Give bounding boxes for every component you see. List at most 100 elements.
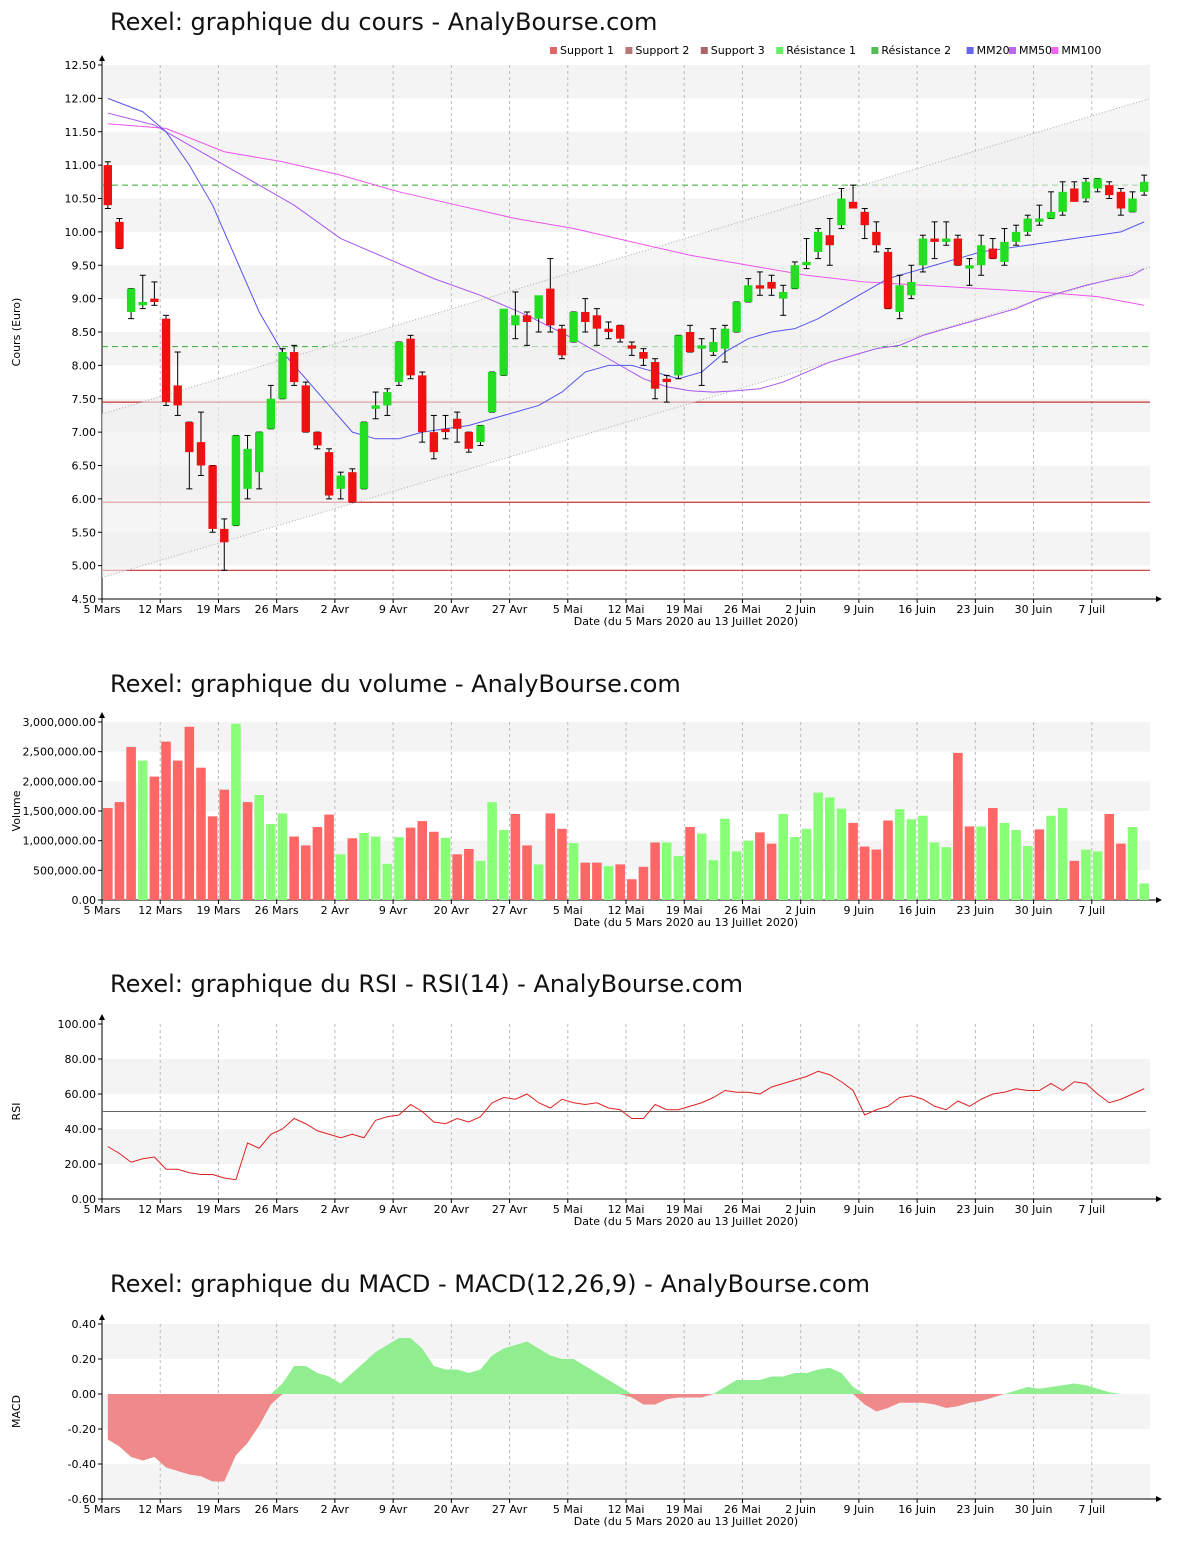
x-tick-label: 20 Avr — [434, 1503, 470, 1516]
candle-body — [732, 301, 741, 332]
x-tick-label: 16 Juin — [898, 904, 936, 917]
volume-bar — [347, 838, 358, 900]
y-tick-label: 0.20 — [72, 1353, 97, 1366]
x-tick-label: 19 Mai — [666, 1503, 703, 1516]
y-tick-label: 12.50 — [65, 59, 97, 72]
volume-bar — [533, 864, 544, 900]
candle-body — [604, 328, 613, 332]
legend-swatch — [625, 47, 633, 54]
x-axis-arrow — [1156, 596, 1162, 602]
candle-body — [126, 288, 136, 312]
macd-positive-area — [107, 1338, 1145, 1394]
volume-bar — [429, 831, 439, 900]
volume-bar — [603, 866, 614, 900]
volume-bar — [1069, 860, 1080, 900]
x-tick-label: 30 Juin — [1015, 603, 1053, 616]
y-tick-label: 500,000.00 — [33, 864, 96, 877]
volume-bar — [1011, 829, 1021, 900]
x-tick-label: 27 Avr — [492, 1503, 528, 1516]
volume-bar — [743, 840, 754, 900]
volume-bar — [417, 821, 427, 900]
candle-body — [767, 281, 776, 289]
x-tick-label: 26 Mars — [255, 1203, 299, 1216]
volume-bar — [708, 860, 719, 900]
candle-body — [1070, 188, 1079, 202]
candle-body — [464, 432, 473, 449]
volume-bar — [755, 832, 765, 900]
y-tick-label: 11.00 — [65, 159, 97, 172]
candle-body — [324, 452, 334, 496]
candle-body — [383, 392, 392, 406]
y-tick-label: 11.50 — [65, 126, 97, 139]
candle-body — [837, 198, 846, 226]
y-tick-label: 4.50 — [72, 593, 97, 606]
x-tick-label: 19 Mars — [196, 904, 240, 917]
volume-bar — [650, 842, 660, 900]
volume-bar — [161, 741, 171, 900]
y-axis-label: Cours (Euro) — [10, 298, 23, 367]
x-tick-label: 16 Juin — [898, 1503, 936, 1516]
x-tick-label: 16 Juin — [898, 1203, 936, 1216]
candle-body — [569, 311, 578, 343]
x-tick-label: 30 Juin — [1015, 1203, 1053, 1216]
x-tick-label: 26 Mai — [724, 1203, 761, 1216]
volume-bar — [475, 860, 486, 900]
volume-bar — [1092, 851, 1103, 900]
legend-label: Résistance 1 — [786, 44, 856, 57]
plot-band — [102, 1059, 1150, 1094]
volume-bar — [440, 837, 451, 900]
x-tick-label: 7 Juil — [1078, 1503, 1105, 1516]
x-tick-label: 5 Mars — [84, 904, 121, 917]
y-tick-label: 10.50 — [65, 193, 97, 206]
legend-swatch — [1051, 47, 1059, 54]
x-tick-label: 20 Avr — [434, 603, 470, 616]
candle-body — [231, 435, 241, 526]
x-tick-label: 2 Avr — [321, 904, 350, 917]
y-tick-label: 8.00 — [72, 359, 97, 372]
legend-label: Support 1 — [560, 44, 614, 57]
volume-bar — [1057, 808, 1068, 900]
rsi-line — [107, 1070, 1145, 1181]
y-axis-label: Volume — [10, 790, 23, 831]
candle-body — [1105, 185, 1114, 196]
candle-body — [196, 442, 206, 466]
candle-body — [138, 301, 147, 306]
volume-bar — [172, 760, 183, 900]
volume-bar — [976, 826, 986, 900]
volume-bar — [487, 802, 497, 900]
x-axis-arrow — [1156, 897, 1162, 903]
x-tick-label: 27 Avr — [492, 603, 528, 616]
y-tick-label: 9.50 — [72, 259, 97, 272]
candle-body — [452, 418, 462, 429]
volume-bar — [871, 849, 882, 900]
volume-bar — [359, 832, 369, 900]
x-tick-label: 19 Mars — [196, 1503, 240, 1516]
y-tick-label: -0.20 — [68, 1423, 96, 1436]
candle-body — [779, 291, 788, 299]
candle-body — [942, 238, 951, 242]
volume-bar — [836, 808, 847, 900]
candle-body — [662, 378, 671, 383]
candle-body — [1000, 241, 1009, 262]
mm100-line — [107, 123, 1145, 306]
legend-swatch — [776, 47, 784, 54]
y-tick-label: 3,000,000.00 — [23, 716, 96, 729]
volume-chart-title: Rexel: graphique du volume - AnalyBourse… — [110, 670, 681, 698]
volume-bar — [266, 824, 276, 900]
x-tick-label: 26 Mai — [724, 904, 761, 917]
x-tick-label: 9 Avr — [379, 603, 408, 616]
volume-bar — [405, 827, 416, 900]
price-chart: 4.50 5.00 5.50 6.00 6.50 7.00 7.50 8.00 8.50 9.00… — [10, 44, 1162, 628]
candle-body — [872, 231, 881, 246]
volume-bar — [301, 845, 311, 900]
x-tick-label: 9 Juin — [844, 603, 875, 616]
x-tick-label: 2 Avr — [321, 1503, 350, 1516]
y-tick-label: 1,000,000.00 — [23, 835, 96, 848]
x-tick-label: 26 Mars — [255, 603, 299, 616]
y-tick-label: 1,500,000.00 — [23, 805, 96, 818]
volume-bar — [1139, 883, 1149, 900]
candle-body — [709, 342, 718, 353]
x-tick-label: 30 Juin — [1015, 904, 1053, 917]
candle-body — [371, 405, 380, 409]
x-tick-label: 12 Mai — [608, 1203, 645, 1216]
